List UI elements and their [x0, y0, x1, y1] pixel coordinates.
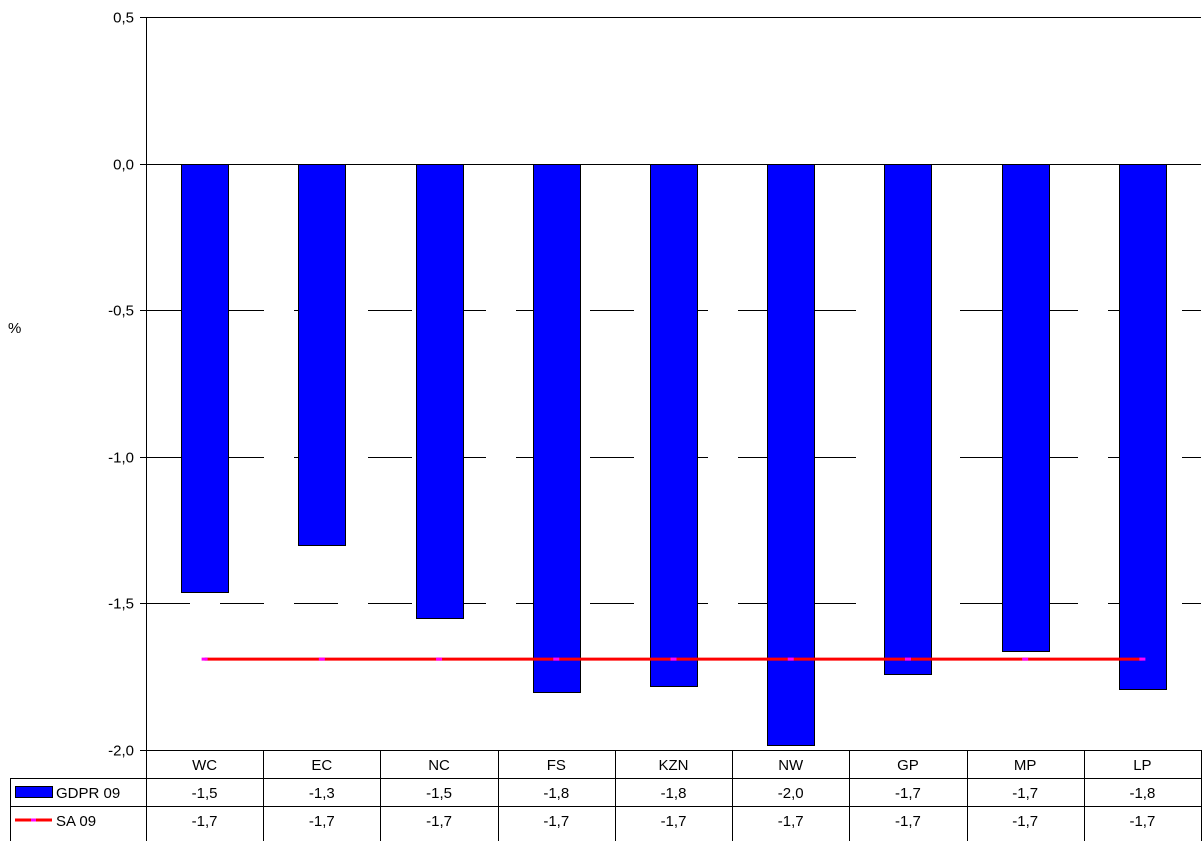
x-category-label: MP	[1014, 757, 1037, 774]
bar-fs	[533, 164, 581, 693]
x-category-label: FS	[547, 757, 566, 774]
table-cell-value: -1,7	[192, 813, 218, 830]
table-cell-value: -2,0	[778, 785, 804, 802]
y-tick-label: 0,0	[113, 157, 134, 174]
table-cell-value: -1,5	[426, 785, 452, 802]
bar-mp	[1002, 164, 1050, 652]
x-category-label: NW	[778, 757, 804, 774]
bar-ec	[298, 164, 346, 546]
x-category-label: KZN	[659, 757, 689, 774]
legend-series-name: SA 09	[56, 813, 96, 830]
y-tick-label: -1,0	[108, 450, 134, 467]
x-category-label: NC	[428, 757, 450, 774]
y-tick-label: -0,5	[108, 303, 134, 320]
table-cell-value: -1,7	[543, 813, 569, 830]
table-cell-value: -1,7	[309, 813, 335, 830]
table-cell-value: -1,7	[1012, 785, 1038, 802]
bar-nc	[416, 164, 464, 619]
bar-kzn	[650, 164, 698, 687]
table-cell-value: -1,7	[895, 813, 921, 830]
bar-gp	[884, 164, 932, 675]
legend-key-gdpr	[15, 786, 53, 798]
y-tick-label: -2,0	[108, 743, 134, 760]
y-tick-label: -1,5	[108, 596, 134, 613]
y-axis-label: %	[8, 320, 21, 337]
legend-series-name: GDPR 09	[56, 785, 120, 802]
bar-lp	[1119, 164, 1167, 690]
x-category-label: GP	[897, 757, 919, 774]
x-category-label: WC	[192, 757, 217, 774]
table-cell-value: -1,8	[1129, 785, 1155, 802]
table-cell-value: -1,7	[426, 813, 452, 830]
table-cell-value: -1,7	[778, 813, 804, 830]
table-cell-value: -1,5	[192, 785, 218, 802]
table-cell-value: -1,7	[661, 813, 687, 830]
x-category-label: EC	[311, 757, 332, 774]
bar-nw	[767, 164, 815, 746]
table-cell-value: -1,7	[1129, 813, 1155, 830]
table-cell-value: -1,8	[661, 785, 687, 802]
x-category-label: LP	[1133, 757, 1151, 774]
y-tick-label: 0,5	[113, 10, 134, 27]
table-cell-value: -1,3	[309, 785, 335, 802]
table-cell-value: -1,7	[1012, 813, 1038, 830]
bar-wc	[181, 164, 229, 593]
data-table: WC EC NC FS KZN NW GP MP LP GDPR 09 -1,5 -1,3 -1,5 -1…	[10, 750, 1202, 841]
table-cell-value: -1,8	[543, 785, 569, 802]
bars	[181, 164, 1167, 746]
table-cell-value: -1,7	[895, 785, 921, 802]
y-axis: 0,5 0,0 -0,5 -1,0 -1,5 -2,0	[108, 10, 147, 760]
